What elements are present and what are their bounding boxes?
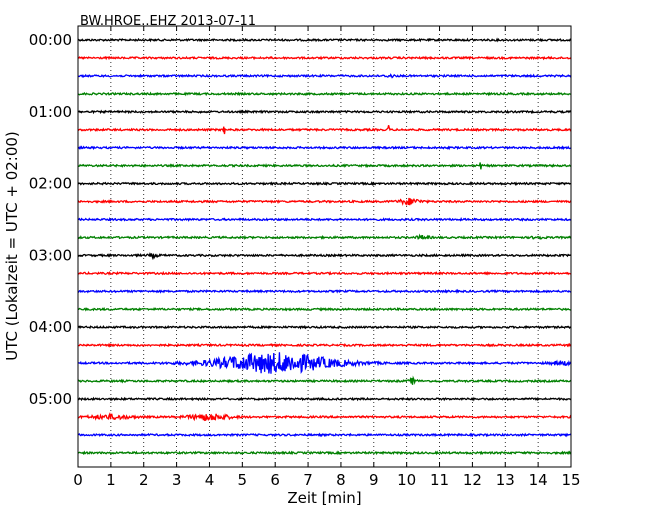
x-axis-label: Zeit [min] [287, 489, 361, 507]
seismic-trace [77, 145, 572, 151]
plot-frame [77, 25, 572, 468]
seismic-trace [77, 55, 572, 61]
seismic-trace [77, 37, 572, 43]
x-tick-label: 1 [106, 471, 116, 489]
trace-group [77, 37, 572, 456]
seismic-trace [77, 352, 572, 375]
x-tick-label: 11 [430, 471, 449, 489]
vertical-grid [110, 26, 539, 467]
x-tick-label: 12 [463, 471, 482, 489]
y-axis-label: UTC (Lokalzeit = UTC + 02:00) [3, 131, 21, 361]
seismic-trace [77, 162, 572, 170]
seismic-trace [77, 432, 572, 438]
chart-title: BW.HROE..EHZ 2013-07-11 [80, 14, 256, 29]
y-tick-label: 03:00 [29, 246, 72, 264]
x-tick-label: 15 [561, 471, 580, 489]
y-tick-label: 04:00 [29, 318, 72, 336]
seismic-trace [77, 270, 572, 276]
x-tick-label: 5 [238, 471, 248, 489]
seismic-trace [77, 396, 572, 402]
seismic-trace [77, 412, 572, 422]
seismic-trace [77, 342, 572, 348]
seismic-trace [77, 109, 572, 115]
y-tick-label: 05:00 [29, 390, 72, 408]
x-tick-label: 3 [172, 471, 182, 489]
x-tick-label: 13 [496, 471, 515, 489]
x-tick-label: 8 [336, 471, 346, 489]
y-axis-ticks: 00:00 01:00 02:00 03:00 04:00 05:00 [29, 31, 571, 408]
x-tick-label: 9 [369, 471, 379, 489]
seismic-trace [77, 197, 572, 207]
x-axis-ticks: 0 1 2 3 4 5 6 7 8 9 10 11 12 13 14 15 [73, 26, 581, 489]
seismic-trace [77, 324, 572, 330]
seismic-trace [77, 450, 572, 456]
x-tick-label: 14 [529, 471, 548, 489]
seismic-trace [77, 288, 572, 294]
seismic-trace [77, 216, 572, 222]
y-tick-label: 00:00 [29, 31, 72, 49]
x-tick-label: 7 [303, 471, 313, 489]
y-tick-label: 02:00 [29, 175, 72, 193]
seismic-trace [77, 181, 572, 187]
seismic-trace [77, 73, 572, 79]
seismic-trace [77, 91, 572, 97]
seismic-trace [77, 125, 572, 135]
x-tick-label: 10 [397, 471, 416, 489]
x-tick-label: 6 [270, 471, 280, 489]
seismic-trace [77, 252, 572, 261]
x-tick-label: 0 [73, 471, 83, 489]
seismic-trace [77, 306, 572, 312]
seismic-trace [77, 233, 572, 240]
y-tick-label: 01:00 [29, 103, 72, 121]
seismic-trace [77, 375, 572, 385]
x-tick-label: 2 [139, 471, 149, 489]
x-tick-label: 4 [205, 471, 215, 489]
